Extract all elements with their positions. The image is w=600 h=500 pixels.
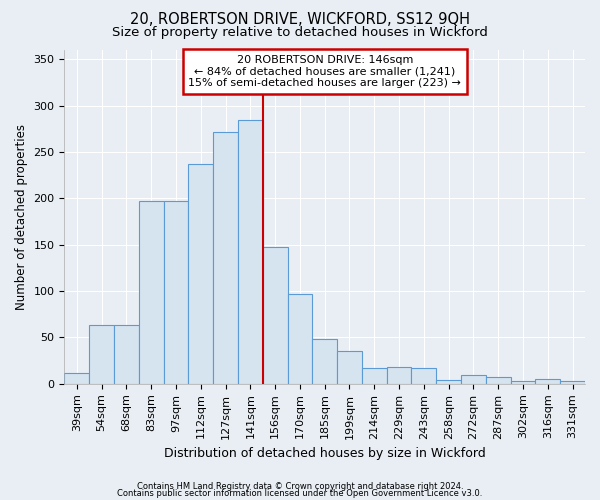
Text: Contains HM Land Registry data © Crown copyright and database right 2024.: Contains HM Land Registry data © Crown c… xyxy=(137,482,463,491)
Bar xyxy=(461,376,486,384)
Bar xyxy=(213,132,238,384)
Bar xyxy=(287,294,313,384)
Bar xyxy=(164,201,188,384)
Bar xyxy=(114,326,139,384)
Bar xyxy=(386,367,412,384)
Bar xyxy=(362,368,386,384)
Bar xyxy=(337,352,362,384)
Bar xyxy=(412,368,436,384)
Text: 20 ROBERTSON DRIVE: 146sqm
← 84% of detached houses are smaller (1,241)
15% of s: 20 ROBERTSON DRIVE: 146sqm ← 84% of deta… xyxy=(188,55,461,88)
Bar xyxy=(535,379,560,384)
Bar xyxy=(560,381,585,384)
Bar xyxy=(436,380,461,384)
Bar xyxy=(89,326,114,384)
Y-axis label: Number of detached properties: Number of detached properties xyxy=(15,124,28,310)
Bar xyxy=(511,381,535,384)
Bar xyxy=(188,164,213,384)
Bar xyxy=(313,340,337,384)
X-axis label: Distribution of detached houses by size in Wickford: Distribution of detached houses by size … xyxy=(164,447,485,460)
Text: Size of property relative to detached houses in Wickford: Size of property relative to detached ho… xyxy=(112,26,488,39)
Bar xyxy=(64,372,89,384)
Text: Contains public sector information licensed under the Open Government Licence v3: Contains public sector information licen… xyxy=(118,489,482,498)
Bar xyxy=(486,378,511,384)
Bar xyxy=(139,201,164,384)
Text: 20, ROBERTSON DRIVE, WICKFORD, SS12 9QH: 20, ROBERTSON DRIVE, WICKFORD, SS12 9QH xyxy=(130,12,470,28)
Bar xyxy=(263,246,287,384)
Bar xyxy=(238,120,263,384)
